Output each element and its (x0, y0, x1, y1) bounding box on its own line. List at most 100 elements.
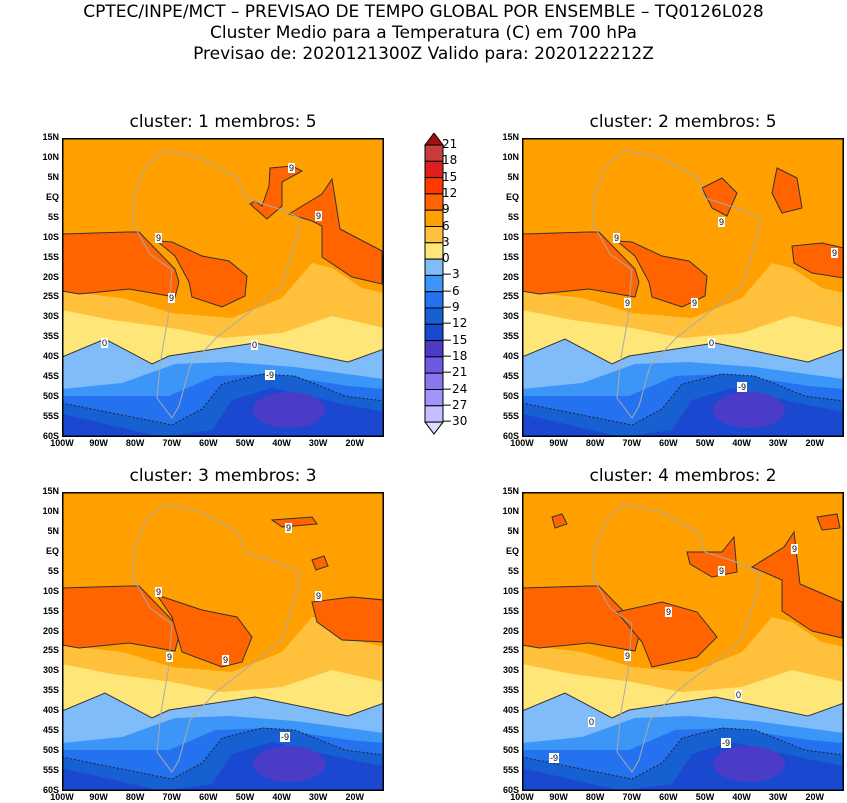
warm-region-9C (311, 555, 329, 571)
colorbar-label: 12 (442, 185, 458, 200)
latitude-tick-label: 60S (42, 431, 59, 441)
longitude-tick-label: 40W (272, 792, 291, 802)
longitude-tick-label: 80W (585, 792, 605, 802)
colorbar-swatch (424, 160, 444, 179)
warm-region-9C (816, 513, 841, 531)
latitude-tick-label: 20S (502, 625, 519, 636)
colorbar-swatch (424, 356, 444, 374)
south-america-coastline (591, 503, 761, 773)
contour-label: 9 (665, 607, 673, 617)
south-america-coastline (131, 149, 301, 419)
latitude-tick-label: 35S (502, 685, 519, 696)
latitude-tick-label: 10S (502, 231, 519, 242)
contour-label: 9 (831, 248, 839, 258)
latitude-tick-label: 40S (42, 351, 59, 362)
latitude-tick-label: 35S (502, 331, 519, 342)
contour-minus9 (522, 373, 844, 426)
latitude-tick-label: 40S (502, 705, 519, 716)
latitude-tick-label: 10S (42, 231, 59, 242)
latitude-tick-label: EQ (505, 545, 519, 556)
warm-region-9C (750, 530, 843, 639)
latitude-tick-label: 25S (42, 645, 59, 656)
cold-core-region (713, 746, 785, 782)
colorbar-swatch (424, 242, 444, 260)
latitude-tick-label: 5S (47, 565, 59, 576)
colorbar-label: 18 (442, 153, 458, 168)
colorbar-top-arrow (424, 133, 444, 146)
figure-title-line1: CPTEC/INPE/MCT – PREVISAO DE TEMPO GLOBA… (83, 2, 764, 22)
panel-title: cluster: 1 membros: 5 (129, 112, 317, 132)
latitude-tick-label: 15S (502, 605, 519, 616)
latitude-tick-label: 25S (502, 645, 519, 656)
latitude-tick-label: 55S (502, 765, 519, 776)
latitude-tick-label: 15N (42, 486, 59, 496)
contour-label: 9 (718, 566, 726, 576)
latitude-tick-label: 5N (507, 525, 519, 536)
contour-label: 9 (285, 523, 293, 533)
colorbar-label: 9 (442, 202, 450, 217)
longitude-tick-label: 50W (695, 438, 715, 448)
latitude-tick-label: 45S (502, 371, 519, 382)
contour-label: 9 (155, 587, 163, 597)
warm-region-9C (155, 594, 253, 668)
latitude-tick-label: 15N (42, 132, 59, 142)
contour-label: 0 (251, 340, 259, 350)
panel-title: cluster: 2 membros: 5 (589, 112, 777, 132)
latitude-tick-label: 20S (42, 625, 59, 636)
latitude-tick-label: 30S (42, 665, 59, 676)
latitude-tick-label: 25S (502, 291, 519, 302)
warm-region-9C (551, 513, 568, 529)
longitude-tick-label: 90W (89, 792, 108, 802)
panel-title: cluster: 3 membros: 3 (129, 466, 317, 486)
contour-label: 9 (315, 211, 323, 221)
longitude-tick-label: 50W (235, 792, 255, 802)
colorbar-label: −12 (442, 316, 468, 331)
longitude-tick-label: 60W (659, 438, 678, 448)
south-america-coastline (131, 503, 301, 773)
cold-core-region (253, 746, 325, 782)
latitude-tick-label: 60S (502, 431, 519, 441)
latitude-tick-label: 5N (507, 171, 519, 182)
latitude-tick-label: 55S (42, 765, 59, 776)
longitude-tick-label: 20W (805, 792, 825, 802)
latitude-tick-label: 10N (502, 151, 519, 162)
latitude-tick-label: 35S (42, 685, 59, 696)
map-frame (522, 138, 844, 437)
latitude-tick-label: 35S (42, 331, 59, 342)
latitude-tick-label: 15S (502, 251, 519, 262)
latitude-tick-label: EQ (45, 545, 59, 556)
colorbar-label: −9 (442, 300, 460, 314)
warm-region-9C (249, 165, 304, 220)
longitude-tick-label: 70W (622, 792, 642, 802)
latitude-tick-label: 10N (42, 151, 59, 162)
contour-label: 9 (718, 217, 726, 227)
colorbar-swatch (424, 144, 444, 162)
longitude-tick-label: 100W (510, 792, 534, 802)
colorbar-label: −24 (442, 381, 468, 396)
map-frame (62, 492, 384, 791)
colorbar-label: −27 (442, 397, 468, 412)
colorbar-label: 15 (442, 169, 458, 184)
latitude-tick-label: 5N (47, 525, 59, 536)
colorbar-label: −21 (442, 365, 468, 380)
contour-label: 9 (624, 651, 632, 661)
latitude-tick-label: 10N (42, 505, 59, 516)
contour-minus9 (62, 373, 384, 426)
colorbar-label: 0 (442, 251, 450, 266)
contour-label: -9 (265, 370, 276, 380)
map-panel-cluster-3: 9 9 9 9 9 -9 (62, 492, 384, 791)
longitude-tick-label: 100W (50, 792, 74, 802)
longitude-tick-label: 90W (89, 438, 108, 448)
colorbar-swatch (424, 323, 444, 342)
contour-label: 9 (222, 655, 230, 665)
contour-label: 9 (155, 233, 163, 243)
south-america-coastline (591, 149, 761, 419)
latitude-tick-label: 15N (502, 132, 519, 142)
longitude-tick-label: 100W (50, 438, 74, 448)
warm-region-9C (62, 231, 180, 298)
contour-label: 0 (735, 690, 743, 700)
colorbar-label: 6 (442, 218, 450, 233)
latitude-tick-label: 40S (42, 705, 59, 716)
colorbar-label: 21 (442, 137, 458, 151)
contour-label: 9 (613, 233, 621, 243)
